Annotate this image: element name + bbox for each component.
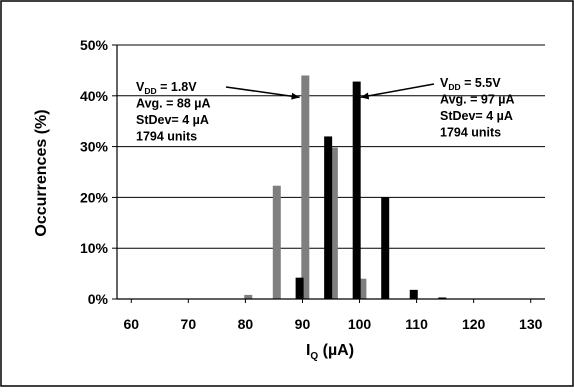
annotation-line: StDev= 4 µA bbox=[440, 109, 513, 123]
histogram-bar bbox=[324, 136, 333, 299]
x-tick-label: 100 bbox=[348, 316, 372, 332]
y-tick-label: 0% bbox=[88, 291, 109, 307]
x-tick-label: 60 bbox=[123, 316, 139, 332]
histogram-bar bbox=[244, 294, 253, 299]
annotation-arrow bbox=[225, 86, 300, 99]
annotation-line: VDD = 5.5V bbox=[440, 76, 501, 92]
histogram-bar bbox=[438, 297, 447, 299]
x-tick-label: 80 bbox=[238, 316, 254, 332]
x-axis-title-subscript: Q bbox=[310, 351, 318, 362]
y-tick-label: 50% bbox=[80, 37, 109, 53]
annotation-arrowhead bbox=[291, 92, 300, 100]
y-axis-title: Occurrences (%) bbox=[33, 109, 50, 236]
annotation-line: Avg. = 88 µA bbox=[136, 97, 210, 111]
histogram-bar bbox=[381, 197, 390, 299]
histogram-bar bbox=[301, 75, 310, 299]
y-tick-label: 20% bbox=[80, 189, 109, 205]
annotation-line: 1794 units bbox=[440, 126, 501, 140]
x-tick-label: 130 bbox=[519, 316, 543, 332]
x-tick-label: 90 bbox=[295, 316, 311, 332]
x-axis-title-unit: (µA) bbox=[318, 342, 354, 359]
annotation-line: Avg. = 97 µA bbox=[440, 93, 514, 107]
histogram-bar bbox=[352, 81, 361, 300]
x-tick-label: 110 bbox=[405, 316, 428, 332]
y-tick-label: 10% bbox=[80, 240, 109, 256]
histogram-bar bbox=[272, 185, 281, 299]
histogram-bar bbox=[409, 289, 418, 299]
y-tick-label: 30% bbox=[80, 139, 109, 155]
annotation-line: VDD = 1.8V bbox=[136, 80, 197, 96]
histogram-bar bbox=[358, 278, 367, 299]
annotation-arrowhead bbox=[360, 92, 370, 100]
annotation-arrow bbox=[360, 83, 435, 99]
x-tick-label: 120 bbox=[462, 316, 486, 332]
x-tick-label: 70 bbox=[181, 316, 197, 332]
histogram-bar bbox=[329, 147, 338, 299]
annotation-line: 1794 units bbox=[136, 130, 197, 144]
x-axis-title: IQ (µA) bbox=[306, 342, 354, 362]
y-tick-label: 40% bbox=[80, 88, 109, 104]
annotation-line: StDev= 4 µA bbox=[136, 113, 209, 127]
histogram-bar bbox=[295, 277, 304, 299]
x-axis-title-main: I bbox=[306, 342, 310, 359]
